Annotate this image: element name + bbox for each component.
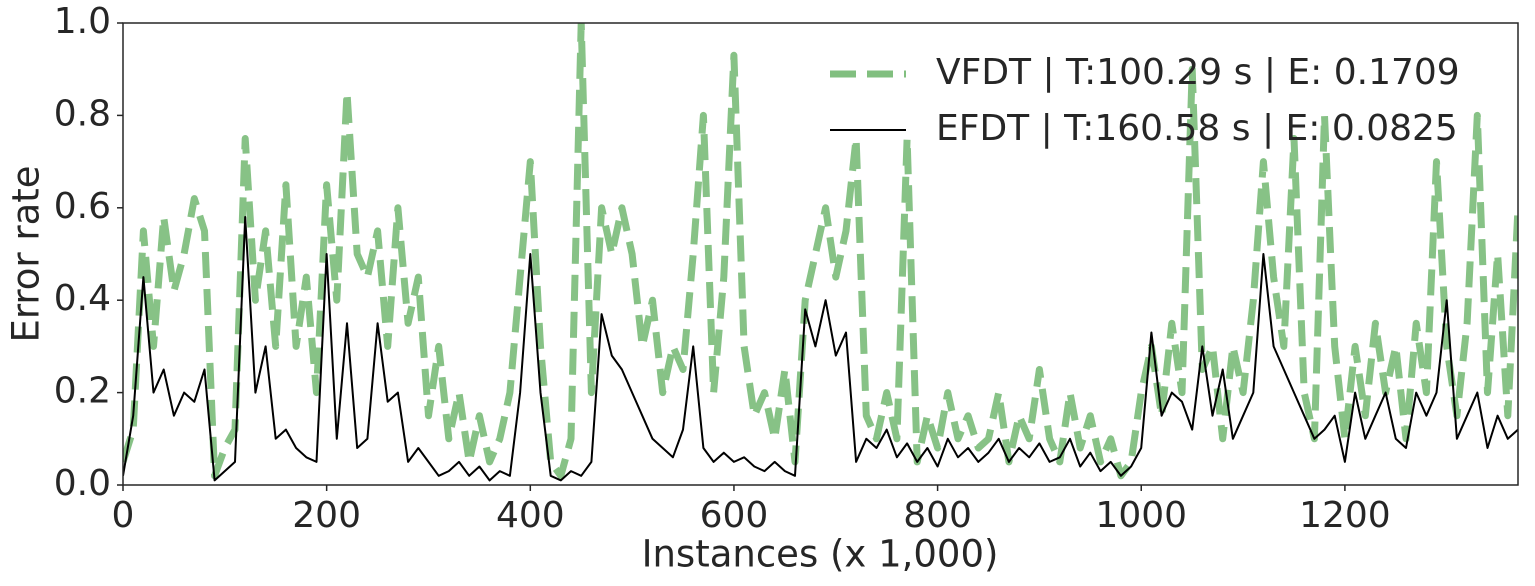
x-tick-label: 0 <box>112 495 135 536</box>
x-tick-label: 1200 <box>1299 495 1391 536</box>
x-tick-label: 200 <box>292 495 361 536</box>
plot-area <box>123 23 1518 482</box>
x-tick-label: 800 <box>903 495 972 536</box>
legend-label: VFDT | T:100.29 s | E: 0.1709 <box>936 52 1460 93</box>
legend-label: EFDT | T:160.58 s | E: 0.0825 <box>936 108 1458 149</box>
series-line <box>123 216 1518 482</box>
y-tick-label: 0.2 <box>54 371 111 412</box>
y-axis-label: Error rate <box>5 165 48 342</box>
plot-frame <box>122 22 1519 486</box>
series-line <box>123 23 1518 480</box>
y-tick-label: 1.0 <box>54 1 111 42</box>
x-axis-label: Instances (x 1,000) <box>642 533 999 576</box>
y-tick-label: 0.8 <box>54 93 111 134</box>
y-tick-label: 0.0 <box>54 463 111 504</box>
x-tick-label: 1000 <box>1095 495 1187 536</box>
x-tick-label: 400 <box>496 495 565 536</box>
x-tick-label: 600 <box>700 495 769 536</box>
y-tick-label: 0.4 <box>54 278 111 319</box>
y-tick-label: 0.6 <box>54 186 111 227</box>
